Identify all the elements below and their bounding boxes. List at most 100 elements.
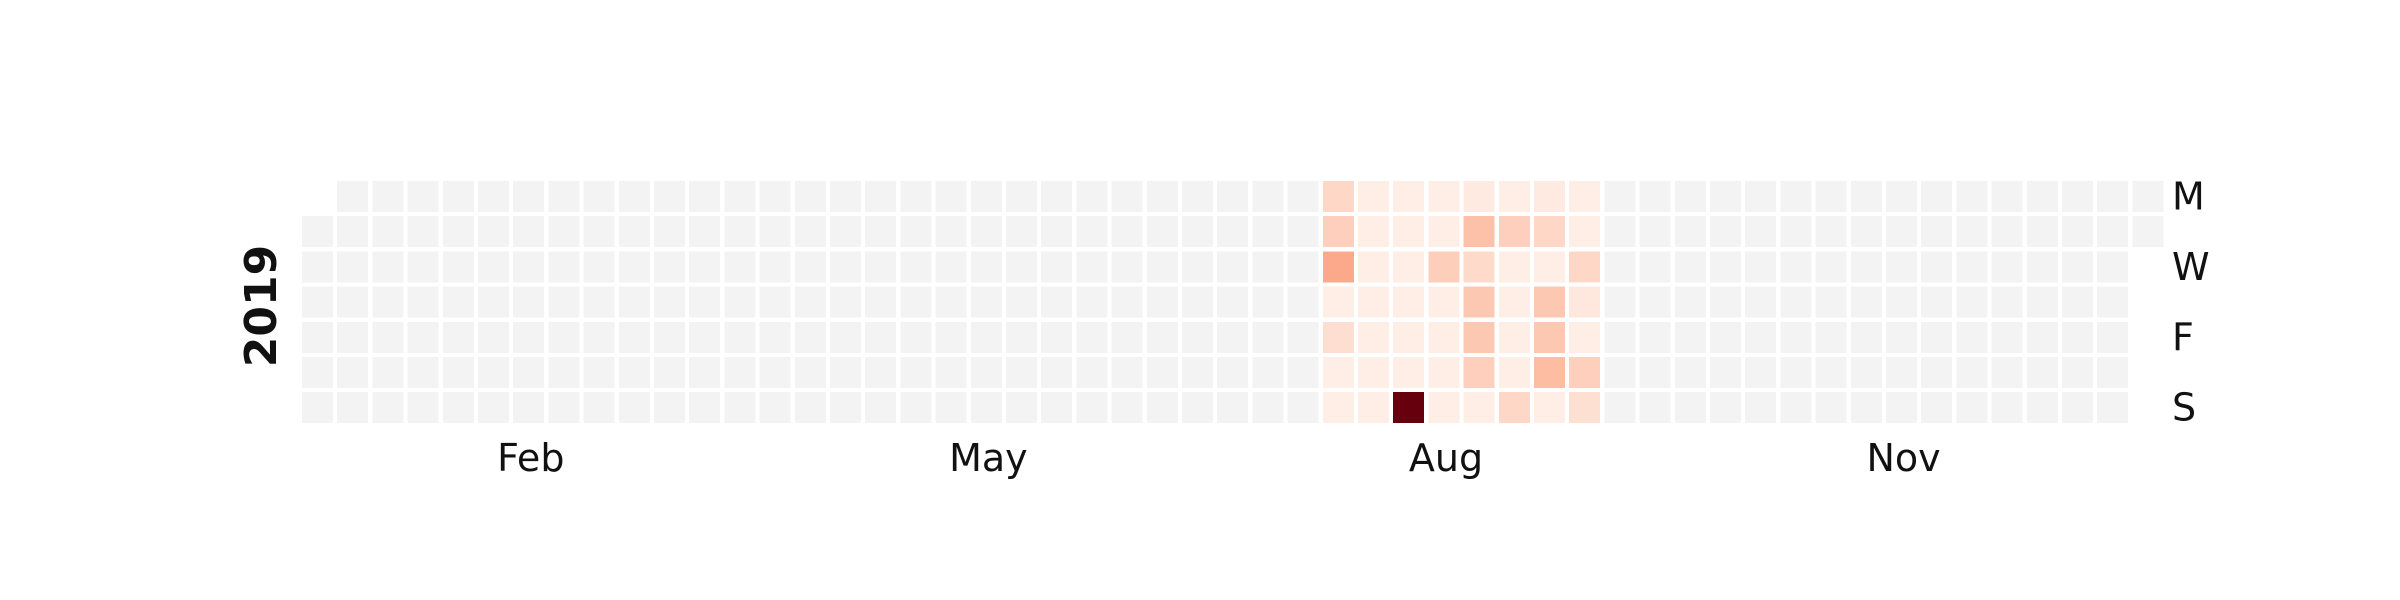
- heatmap-cell: [1111, 286, 1143, 318]
- heatmap-cell: [1041, 216, 1073, 248]
- heatmap-cell: [302, 392, 333, 424]
- heatmap-cell-active: [1534, 357, 1565, 388]
- heatmap-cell: [1217, 181, 1249, 212]
- heatmap-cell: [1956, 321, 1988, 353]
- heatmap-cell: [935, 216, 967, 248]
- heatmap-cell: [1217, 357, 1249, 388]
- heatmap-cell: [970, 251, 1002, 283]
- heatmap-cell-active: [1358, 181, 1389, 212]
- heatmap-cell-active: [1534, 216, 1565, 248]
- heatmap-cell: [442, 321, 474, 353]
- heatmap-cell: [900, 392, 932, 424]
- heatmap-cell-active: [1322, 392, 1354, 424]
- heatmap-cell: [1182, 251, 1213, 283]
- heatmap-cell: [1991, 216, 2023, 248]
- heatmap-cell: [1076, 181, 1108, 212]
- heatmap-cell: [1850, 216, 1882, 248]
- heatmap-cell: [1991, 321, 2023, 353]
- heatmap-cell: [1886, 181, 1917, 212]
- heatmap-cell: [1991, 181, 2023, 212]
- heatmap-cell: [1182, 216, 1213, 248]
- heatmap-cell: [900, 321, 932, 353]
- year-label: 2019: [236, 245, 287, 367]
- heatmap-cell: [1111, 392, 1143, 424]
- heatmap-cell: [1991, 357, 2023, 388]
- heatmap-cell: [478, 251, 509, 283]
- heatmap-cell: [1921, 181, 1953, 212]
- heatmap-cell-active: [1322, 286, 1354, 318]
- heatmap-cell: [1041, 286, 1073, 318]
- heatmap-cell: [478, 181, 509, 212]
- heatmap-cell-active: [1358, 357, 1389, 388]
- heatmap-cell-active: [1358, 251, 1389, 283]
- heatmap-cell: [759, 286, 791, 318]
- heatmap-cell: [1639, 216, 1671, 248]
- heatmap-cell: [548, 251, 580, 283]
- heatmap-cell: [689, 181, 721, 212]
- heatmap-cell: [1921, 321, 1953, 353]
- weekday-label: W: [2172, 245, 2210, 289]
- heatmap-cell: [1710, 181, 1741, 212]
- heatmap-cell: [935, 357, 967, 388]
- heatmap-cell: [794, 357, 826, 388]
- heatmap-cell: [442, 216, 474, 248]
- heatmap-cell: [478, 216, 509, 248]
- heatmap-cell: [1287, 181, 1319, 212]
- heatmap-cell: [1006, 357, 1037, 388]
- heatmap-cell: [548, 321, 580, 353]
- heatmap-cell: [1991, 392, 2023, 424]
- heatmap-cell: [1886, 392, 1917, 424]
- heatmap-cell-active: [1498, 181, 1530, 212]
- month-label: Feb: [497, 436, 564, 480]
- heatmap-cell: [478, 392, 509, 424]
- heatmap-cell: [1252, 392, 1284, 424]
- heatmap-cell: [1076, 321, 1108, 353]
- heatmap-cell: [583, 216, 615, 248]
- heatmap-cell-active: [1498, 357, 1530, 388]
- heatmap-cell: [2026, 321, 2058, 353]
- heatmap-cell: [1252, 286, 1284, 318]
- heatmap-cell: [1710, 216, 1741, 248]
- heatmap-cell: [1710, 286, 1741, 318]
- heatmap-cell-active: [1428, 392, 1460, 424]
- heatmap-cell: [548, 216, 580, 248]
- heatmap-cell: [2026, 357, 2058, 388]
- heatmap-cell: [513, 216, 545, 248]
- heatmap-cell: [1252, 181, 1284, 212]
- heatmap-cell: [1076, 392, 1108, 424]
- heatmap-cell: [1252, 216, 1284, 248]
- heatmap-cell: [442, 251, 474, 283]
- heatmap-cell-active: [1358, 286, 1389, 318]
- weekday-label: F: [2172, 315, 2194, 359]
- heatmap-cell: [1146, 286, 1178, 318]
- heatmap-cell: [1639, 181, 1671, 212]
- heatmap-cell: [1146, 216, 1178, 248]
- heatmap-cell: [1745, 321, 1777, 353]
- heatmap-cell-active: [1534, 181, 1565, 212]
- heatmap-cell: [442, 286, 474, 318]
- heatmap-cell: [1287, 216, 1319, 248]
- heatmap-cell: [900, 216, 932, 248]
- heatmap-cell-active: [1393, 181, 1425, 212]
- heatmap-cell-active: [1428, 286, 1460, 318]
- heatmap-cell: [689, 251, 721, 283]
- heatmap-cell: [794, 321, 826, 353]
- heatmap-cell-active: [1428, 251, 1460, 283]
- heatmap-cell: [1252, 321, 1284, 353]
- heatmap-cell: [1710, 251, 1741, 283]
- heatmap-cell: [1252, 357, 1284, 388]
- heatmap-cell: [970, 286, 1002, 318]
- heatmap-cell-active: [1393, 321, 1425, 353]
- heatmap-cell: [830, 216, 861, 248]
- heatmap-cell: [1956, 181, 1988, 212]
- heatmap-cell: [1639, 392, 1671, 424]
- heatmap-cell: [1745, 251, 1777, 283]
- heatmap-cell: [1639, 357, 1671, 388]
- heatmap-cell: [1815, 357, 1847, 388]
- heatmap-cell: [1921, 216, 1953, 248]
- heatmap-cell: [513, 357, 545, 388]
- heatmap-cell: [1991, 286, 2023, 318]
- heatmap-cell: [865, 286, 897, 318]
- heatmap-cell: [724, 181, 756, 212]
- heatmap-cell-active: [1393, 357, 1425, 388]
